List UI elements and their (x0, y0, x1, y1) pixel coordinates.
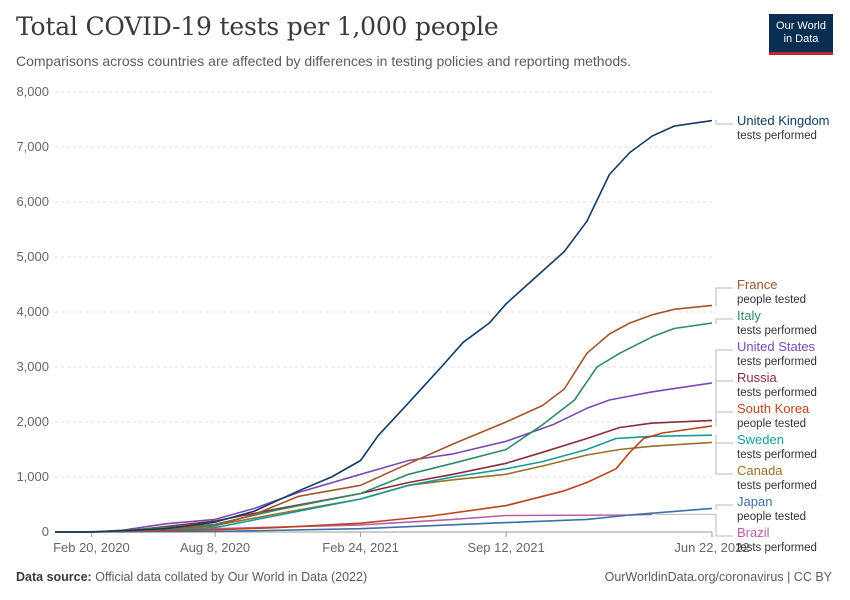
legend-note: people tested (737, 294, 806, 306)
grid-layer: 0 1,000 2,000 3,000 4,000 5,000 6,000 7,000 8,00… (16, 84, 749, 555)
legend-label-france[interactable]: France (737, 277, 777, 292)
chart-title: Total COVID-19 tests per 1,000 people (16, 12, 499, 41)
legend-note: tests performed (737, 130, 817, 142)
x-tick-label: Feb 20, 2020 (53, 540, 130, 555)
legend-label-russia[interactable]: Russia (737, 370, 778, 385)
legend-label-united-states[interactable]: United States (737, 339, 816, 354)
legend-connector (655, 513, 733, 537)
logo-line-2: in Data (783, 33, 819, 45)
owid-logo[interactable]: Our World in Data (769, 14, 833, 55)
legend-connector (715, 380, 733, 421)
legend-note: tests performed (737, 480, 817, 492)
logo-line-1: Our World (776, 20, 826, 32)
y-tick-label: 4,000 (16, 304, 49, 319)
legend-label-south-korea[interactable]: South Korea (737, 401, 810, 416)
data-source-text[interactable]: Official data collated by Our World in D… (95, 570, 368, 584)
legend-connector (715, 434, 733, 444)
legend-note: people tested (737, 418, 806, 430)
legend-connector (715, 441, 733, 475)
legend-label-canada[interactable]: Canada (737, 463, 783, 478)
y-tick-label: 3,000 (16, 359, 49, 374)
y-tick-label: 0 (42, 524, 49, 539)
series-line-france[interactable] (55, 304, 713, 533)
legend-connector (715, 411, 733, 427)
footer-link[interactable]: OurWorldinData.org/coronavirus | CC BY (604, 570, 832, 584)
legend-label-japan[interactable]: Japan (737, 494, 772, 509)
series-line-south-korea[interactable] (54, 425, 713, 533)
legend-label-brazil[interactable]: Brazil (737, 525, 770, 540)
series-layer (54, 119, 713, 533)
x-tick-label: Aug 8, 2020 (180, 540, 250, 555)
legend-connector (715, 120, 733, 125)
legend-note: tests performed (737, 449, 817, 461)
data-source-label: Data source: (16, 570, 92, 584)
y-tick-label: 2,000 (16, 414, 49, 429)
legend-connector (715, 287, 733, 306)
y-tick-label: 1,000 (16, 469, 49, 484)
series-line-united-states[interactable] (55, 382, 713, 533)
y-tick-label: 7,000 (16, 139, 49, 154)
x-tick-label: Jun 22, 2022 (674, 540, 749, 555)
legend-layer: United Kingdom tests performed France peopl… (655, 113, 830, 554)
legend-note: tests performed (737, 325, 817, 337)
data-source: Data source: Official data collated by O… (16, 570, 367, 584)
legend-note: tests performed (737, 356, 817, 368)
legend-label-sweden[interactable]: Sweden (737, 432, 784, 447)
legend-connector (715, 318, 733, 324)
x-tick-label: Feb 24, 2021 (322, 540, 399, 555)
legend-connector (715, 349, 733, 384)
y-tick-label: 5,000 (16, 249, 49, 264)
chart-subtitle: Comparisons across countries are affecte… (16, 53, 632, 69)
legend-note: people tested (737, 511, 806, 523)
legend-label-italy[interactable]: Italy (737, 308, 761, 323)
x-tick-label: Sep 12, 2021 (467, 540, 544, 555)
y-tick-label: 6,000 (16, 194, 49, 209)
legend-note: tests performed (737, 542, 817, 554)
series-line-united-kingdom[interactable] (55, 119, 713, 533)
legend-label-united-kingdom[interactable]: United Kingdom (737, 113, 830, 128)
legend-connector (715, 504, 733, 509)
series-line-canada[interactable] (55, 441, 713, 533)
legend-note: tests performed (737, 387, 817, 399)
series-line-italy[interactable] (55, 322, 713, 533)
y-tick-label: 8,000 (16, 84, 49, 99)
